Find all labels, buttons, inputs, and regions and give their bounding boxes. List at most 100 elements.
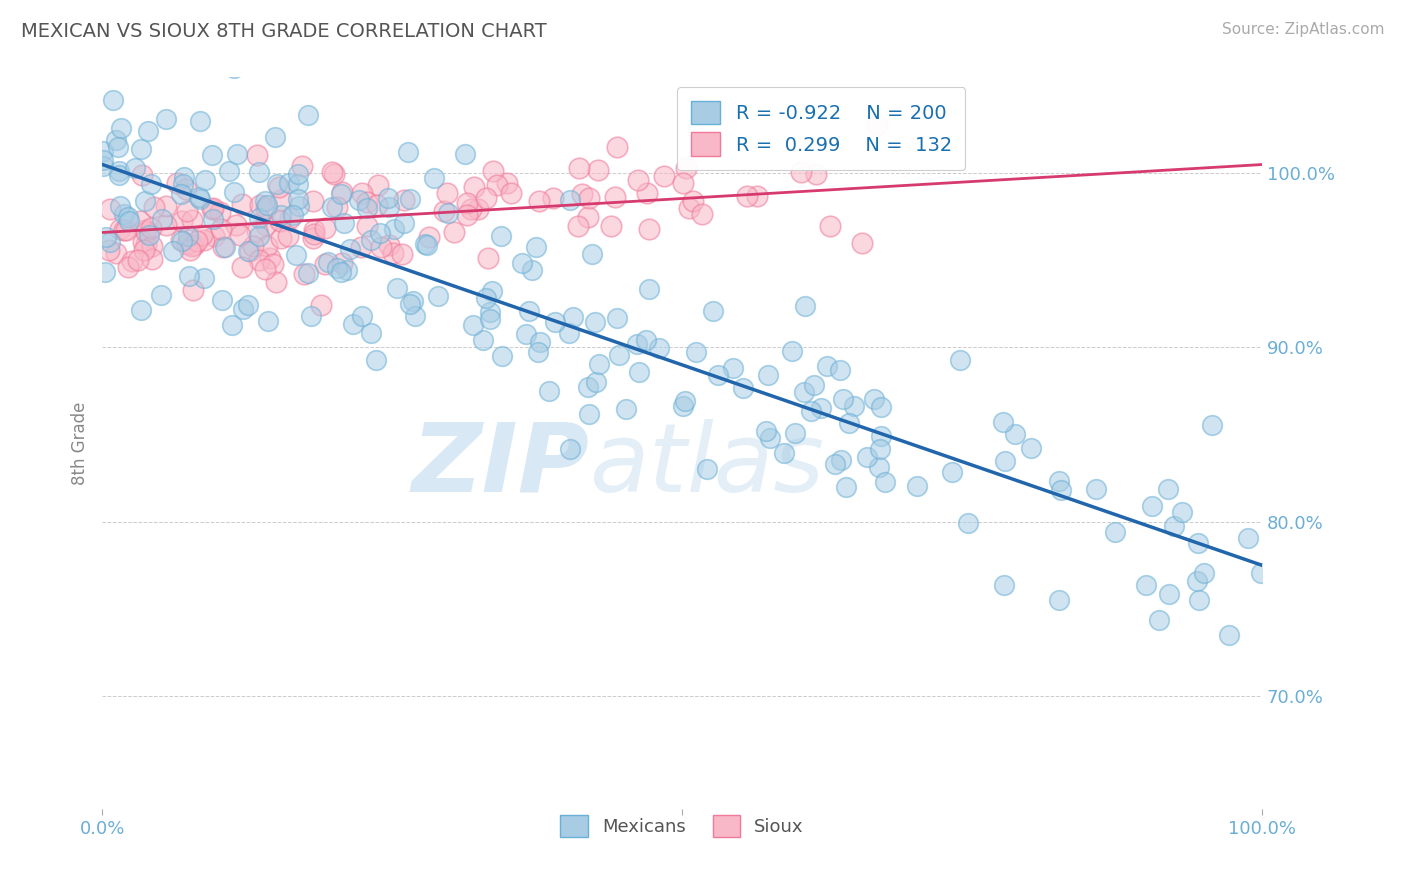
Point <box>277 229 299 244</box>
Point <box>478 312 501 326</box>
Point <box>637 221 659 235</box>
Point <box>129 143 152 157</box>
Point <box>172 177 194 191</box>
Point <box>150 211 173 226</box>
Point <box>398 192 420 206</box>
Point <box>515 326 537 341</box>
Point <box>628 365 651 379</box>
Point <box>673 393 696 408</box>
Point <box>299 309 322 323</box>
Point <box>121 254 143 268</box>
Point <box>257 314 280 328</box>
Point <box>558 193 581 207</box>
Point <box>287 177 309 191</box>
Point <box>94 265 117 279</box>
Point <box>382 221 405 235</box>
Point <box>558 442 581 456</box>
Point <box>224 61 246 75</box>
Point <box>330 187 353 202</box>
Point <box>287 167 309 181</box>
Point <box>333 216 356 230</box>
Point <box>994 454 1017 468</box>
Point <box>256 239 278 253</box>
Point <box>529 194 551 209</box>
Point <box>277 176 299 190</box>
Point <box>675 161 697 176</box>
Point <box>297 266 319 280</box>
Point <box>561 310 583 324</box>
Point <box>134 243 156 257</box>
Point <box>423 171 446 186</box>
Point <box>131 235 153 249</box>
Point <box>773 445 796 459</box>
Point <box>800 404 823 418</box>
Point <box>209 204 232 219</box>
Point <box>309 298 332 312</box>
Point <box>191 227 214 242</box>
Point <box>571 187 593 202</box>
Point <box>804 167 827 181</box>
Point <box>166 176 188 190</box>
Point <box>281 208 304 222</box>
Point <box>124 161 146 175</box>
Point <box>155 112 177 126</box>
Point <box>382 246 405 260</box>
Point <box>835 480 858 494</box>
Point <box>790 165 813 179</box>
Point <box>637 282 659 296</box>
Point <box>135 225 157 239</box>
Point <box>254 202 277 216</box>
Point <box>131 168 153 182</box>
Point <box>866 118 889 132</box>
Point <box>254 194 277 208</box>
Point <box>302 231 325 245</box>
Point <box>356 219 378 234</box>
Point <box>193 233 215 247</box>
Point <box>141 239 163 253</box>
Point <box>322 167 344 181</box>
Point <box>1163 519 1185 533</box>
Text: atlas: atlas <box>589 418 824 512</box>
Point <box>180 239 202 253</box>
Point <box>1157 482 1180 496</box>
Point <box>437 206 460 220</box>
Point <box>239 244 262 258</box>
Point <box>991 415 1014 429</box>
Point <box>1237 532 1260 546</box>
Y-axis label: 8th Grade: 8th Grade <box>72 401 89 485</box>
Point <box>288 199 311 213</box>
Point <box>1135 577 1157 591</box>
Point <box>314 257 336 271</box>
Point <box>461 318 484 332</box>
Point <box>367 178 389 192</box>
Point <box>342 318 364 332</box>
Point <box>810 401 832 415</box>
Point <box>155 199 177 213</box>
Point <box>377 238 399 252</box>
Point <box>634 333 657 347</box>
Point <box>349 240 371 254</box>
Point <box>117 260 139 275</box>
Point <box>460 202 482 217</box>
Point <box>517 304 540 318</box>
Point <box>135 236 157 251</box>
Point <box>188 192 211 206</box>
Point <box>413 237 436 252</box>
Point <box>176 203 198 218</box>
Point <box>181 213 204 227</box>
Point <box>246 224 269 238</box>
Point <box>139 220 162 235</box>
Point <box>247 253 270 268</box>
Point <box>141 177 163 191</box>
Point <box>685 345 707 359</box>
Point <box>862 392 884 406</box>
Point <box>254 218 277 232</box>
Point <box>266 177 288 191</box>
Point <box>402 294 425 309</box>
Point <box>785 425 807 440</box>
Point <box>690 207 713 221</box>
Point <box>443 225 465 239</box>
Point <box>181 283 204 297</box>
Point <box>755 424 778 438</box>
Point <box>368 226 391 240</box>
